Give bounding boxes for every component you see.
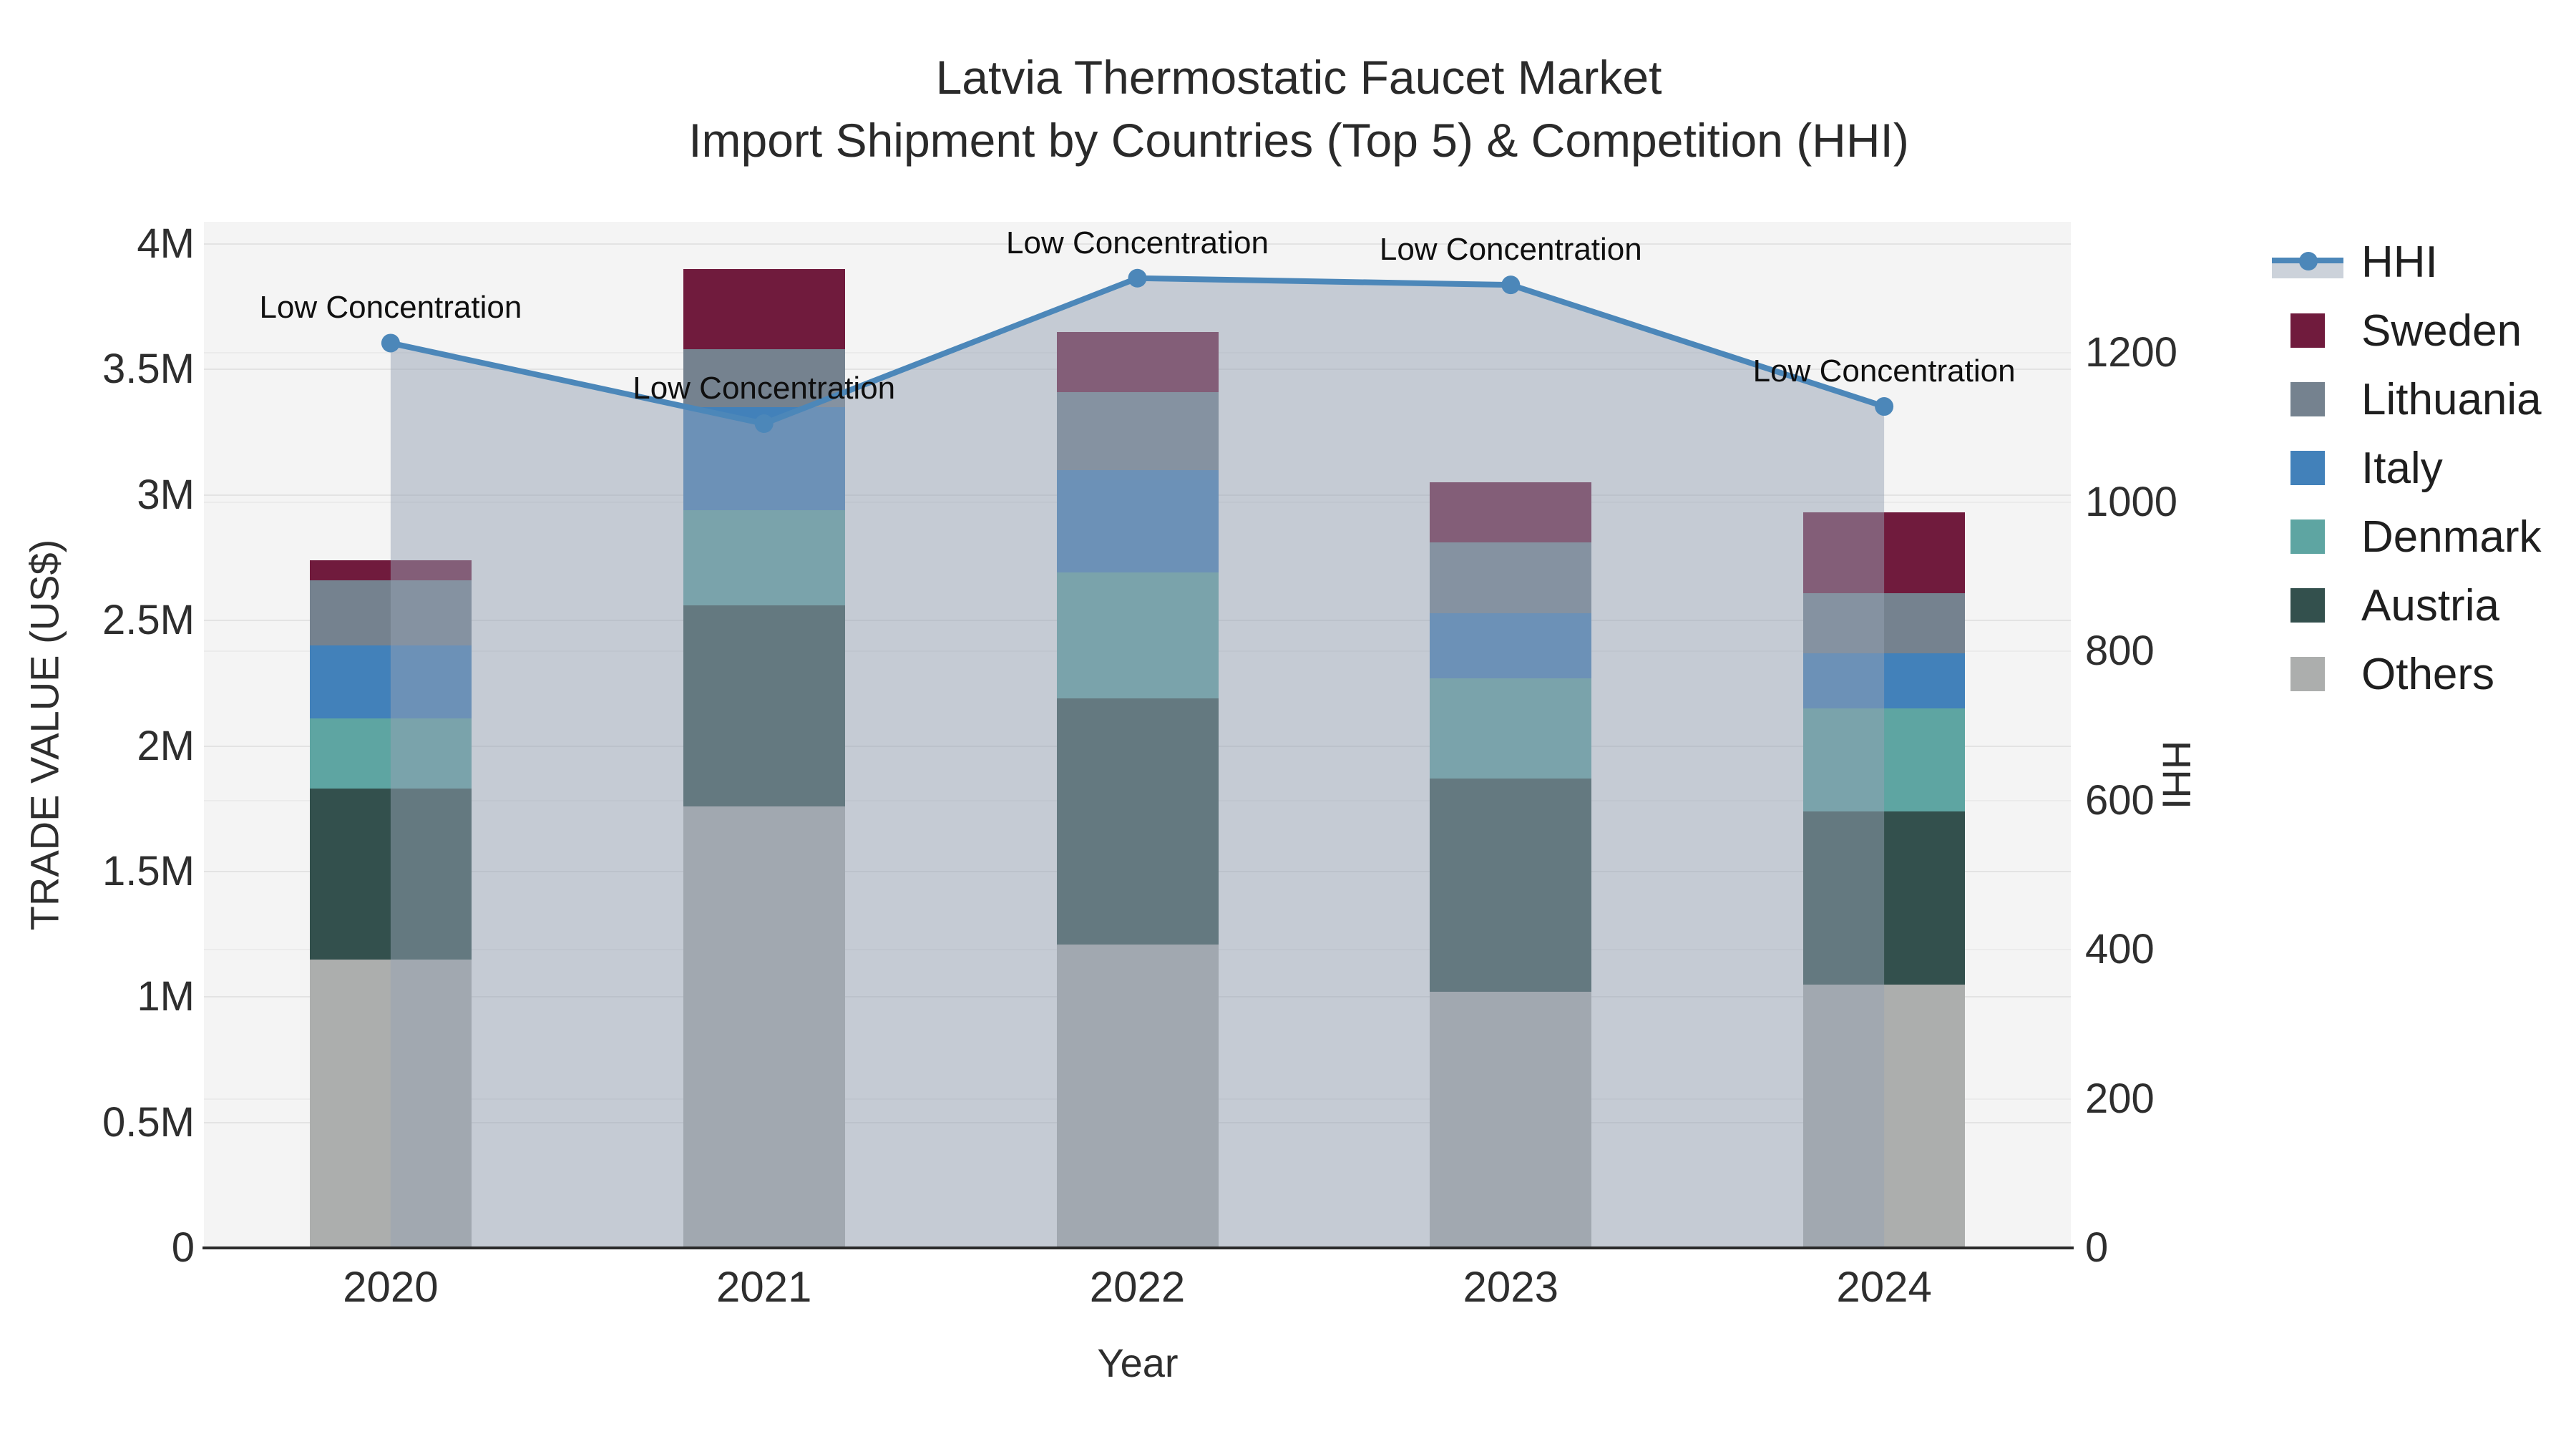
- bar-segment-others-2020: [309, 959, 472, 1248]
- legend-label-italy: Italy: [2361, 443, 2443, 493]
- bar-segment-italy-2022: [1056, 469, 1219, 573]
- bar-segment-others-2024: [1803, 984, 1966, 1248]
- bar-segment-sweden-2021: [683, 269, 845, 350]
- annotation-2024: Low Concentration: [1752, 353, 2016, 389]
- legend-label-others: Others: [2361, 649, 2495, 699]
- x-tick-2022: 2022: [1089, 1263, 1186, 1311]
- bar-segment-denmark-2022: [1056, 572, 1219, 698]
- gridline-left-4M: [204, 243, 2071, 245]
- y-left-tick-0.5M: 0.5M: [102, 1098, 195, 1146]
- legend-color-swatch-italy: [2290, 451, 2325, 485]
- bar-segment-denmark-2020: [309, 718, 472, 789]
- y-right-tick-800: 800: [2085, 628, 2155, 674]
- legend-color-swatch-denmark: [2290, 519, 2325, 554]
- chart-title-line1: Latvia Thermostatic Faucet Market: [935, 51, 1662, 104]
- legend-item-denmark[interactable]: Denmark: [2267, 502, 2542, 571]
- y-right-tick-200: 200: [2085, 1075, 2155, 1122]
- annotation-2020: Low Concentration: [259, 290, 522, 326]
- y-left-tick-1.5M: 1.5M: [102, 847, 195, 894]
- annotation-2021: Low Concentration: [633, 371, 896, 406]
- bar-segment-italy-2023: [1430, 613, 1592, 678]
- x-tick-2020: 2020: [343, 1263, 439, 1311]
- bar-segment-sweden-2020: [309, 560, 472, 580]
- y-left-tick-1M: 1M: [137, 973, 195, 1020]
- bar-segment-italy-2021: [683, 406, 845, 510]
- bar-segment-lithuania-2023: [1430, 542, 1592, 613]
- legend-color-swatch-lithuania: [2290, 382, 2325, 416]
- bar-segment-sweden-2023: [1430, 482, 1592, 543]
- legend-item-lithuania[interactable]: Lithuania: [2267, 365, 2542, 434]
- y-right-tick-400: 400: [2085, 926, 2155, 972]
- bar-segment-austria-2021: [683, 605, 845, 806]
- legend-label-lithuania: Lithuania: [2361, 374, 2542, 424]
- bar-segment-sweden-2022: [1056, 331, 1219, 392]
- x-tick-2021: 2021: [716, 1263, 812, 1311]
- bar-segment-others-2021: [683, 806, 845, 1248]
- bar-segment-austria-2023: [1430, 779, 1592, 992]
- bar-segment-lithuania-2022: [1056, 391, 1219, 470]
- x-tick-2023: 2023: [1463, 1263, 1559, 1311]
- chart-title-line2: Import Shipment by Countries (Top 5) & C…: [688, 114, 1909, 167]
- y-left-tick-2M: 2M: [137, 722, 195, 769]
- legend-item-hhi[interactable]: HHI: [2267, 228, 2438, 296]
- legend-swatch-box-lithuania: [2267, 382, 2348, 416]
- bar-segment-austria-2024: [1803, 811, 1966, 985]
- hhi-legend-swatch: [2272, 245, 2343, 278]
- y-left-tick-2.5M: 2.5M: [102, 597, 195, 644]
- x-tick-2024: 2024: [1836, 1263, 1932, 1311]
- legend-color-swatch-austria: [2290, 588, 2325, 623]
- legend-color-swatch-sweden: [2290, 313, 2325, 348]
- legend-label-hhi: HHI: [2361, 237, 2438, 287]
- y-left-tick-4M: 4M: [137, 220, 195, 267]
- bar-segment-austria-2020: [309, 789, 472, 960]
- y-right-tick-1000: 1000: [2085, 478, 2178, 525]
- bar-segment-denmark-2023: [1430, 678, 1592, 779]
- bar-segment-austria-2022: [1056, 698, 1219, 945]
- annotation-2023: Low Concentration: [1379, 232, 1642, 268]
- bar-segment-others-2023: [1430, 992, 1592, 1248]
- y-left-tick-0: 0: [171, 1224, 195, 1271]
- legend-label-austria: Austria: [2361, 580, 2499, 630]
- legend-swatch-box-hhi: [2267, 245, 2348, 278]
- legend-swatch-box-austria: [2267, 588, 2348, 623]
- legend-color-swatch-others: [2290, 657, 2325, 691]
- bar-segment-denmark-2024: [1803, 708, 1966, 811]
- y-left-tick-3.5M: 3.5M: [102, 346, 195, 393]
- legend-item-sweden[interactable]: Sweden: [2267, 296, 2522, 365]
- x-axis-title: Year: [1097, 1340, 1179, 1385]
- bar-segment-denmark-2021: [683, 509, 845, 606]
- legend-label-sweden: Sweden: [2361, 306, 2522, 356]
- legend-swatch-box-others: [2267, 657, 2348, 691]
- legend-item-others[interactable]: Others: [2267, 640, 2494, 708]
- hhi-legend-marker-icon: [2299, 252, 2318, 270]
- bar-segment-lithuania-2024: [1803, 592, 1966, 653]
- y-right-tick-600: 600: [2085, 776, 2155, 824]
- bar-segment-italy-2020: [309, 645, 472, 718]
- bar-segment-italy-2024: [1803, 653, 1966, 708]
- legend-swatch-box-denmark: [2267, 519, 2348, 554]
- legend-item-austria[interactable]: Austria: [2267, 571, 2499, 640]
- x-axis-line: [203, 1246, 2074, 1249]
- bar-segment-others-2022: [1056, 944, 1219, 1248]
- y-right-tick-0: 0: [2085, 1224, 2109, 1271]
- y-left-tick-3M: 3M: [137, 471, 195, 518]
- annotation-2022: Low Concentration: [1006, 225, 1269, 260]
- y-right-tick-1200: 1200: [2085, 329, 2178, 376]
- legend-swatch-box-italy: [2267, 451, 2348, 485]
- legend-label-denmark: Denmark: [2361, 512, 2542, 562]
- legend-swatch-box-sweden: [2267, 313, 2348, 348]
- bar-segment-lithuania-2020: [309, 580, 472, 646]
- bar-segment-sweden-2024: [1803, 512, 1966, 593]
- legend-item-italy[interactable]: Italy: [2267, 434, 2443, 502]
